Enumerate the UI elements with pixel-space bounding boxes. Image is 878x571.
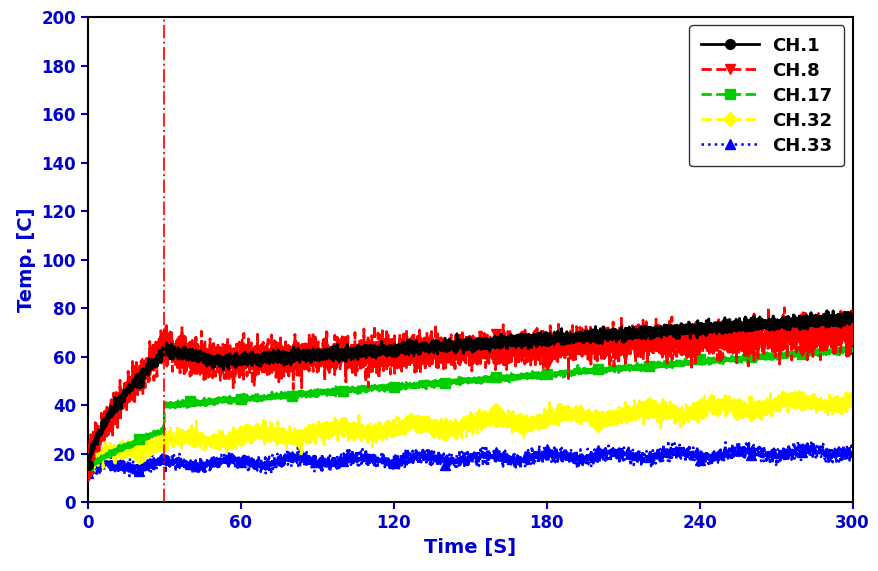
CH.8 — [840, 333, 851, 340]
CH.17 — [264, 395, 275, 402]
CH.1 — [371, 344, 381, 351]
CH.1 — [425, 342, 435, 349]
CH.1 — [846, 318, 857, 325]
Legend: CH.1, CH.8, CH.17, CH.32, CH.33: CH.1, CH.8, CH.17, CH.32, CH.33 — [688, 26, 844, 166]
CH.33 — [132, 473, 142, 480]
CH.17 — [844, 344, 854, 351]
Line: CH.33: CH.33 — [83, 436, 857, 481]
CH.17 — [425, 381, 435, 388]
Line: CH.8: CH.8 — [83, 303, 857, 480]
CH.17 — [83, 468, 93, 475]
CH.32 — [840, 409, 851, 416]
CH.33 — [264, 457, 275, 464]
CH.1 — [821, 307, 831, 314]
CH.33 — [846, 449, 857, 456]
CH.32 — [425, 418, 435, 425]
CH.8 — [268, 363, 278, 369]
CH.33 — [83, 470, 93, 477]
CH.32 — [793, 388, 803, 395]
CH.33 — [425, 456, 435, 463]
CH.1 — [840, 313, 851, 320]
CH.32 — [260, 433, 270, 440]
CH.1 — [83, 461, 93, 468]
CH.8 — [425, 331, 435, 337]
Line: CH.32: CH.32 — [83, 387, 857, 479]
Line: CH.1: CH.1 — [83, 306, 857, 469]
CH.8 — [846, 337, 857, 344]
CH.17 — [840, 347, 851, 354]
CH.17 — [83, 464, 93, 471]
CH.17 — [260, 393, 270, 400]
CH.17 — [371, 384, 381, 391]
CH.8 — [264, 351, 275, 357]
CH.1 — [83, 461, 93, 468]
CH.33 — [268, 462, 278, 469]
CH.32 — [846, 395, 857, 401]
CH.8 — [371, 336, 381, 343]
CH.32 — [83, 464, 93, 471]
CH.17 — [846, 345, 857, 352]
CH.1 — [264, 348, 275, 355]
CH.33 — [662, 437, 673, 444]
CH.32 — [268, 428, 278, 435]
CH.8 — [762, 304, 773, 311]
CH.17 — [268, 393, 278, 400]
CH.1 — [260, 356, 270, 363]
X-axis label: Time [S]: Time [S] — [424, 538, 515, 557]
CH.33 — [371, 459, 381, 466]
CH.33 — [260, 459, 270, 465]
CH.8 — [83, 472, 93, 479]
CH.33 — [840, 456, 851, 463]
CH.32 — [371, 426, 381, 433]
Line: CH.17: CH.17 — [83, 342, 857, 476]
CH.8 — [260, 359, 270, 365]
CH.1 — [268, 353, 278, 360]
Y-axis label: Temp. [C]: Temp. [C] — [17, 207, 36, 312]
CH.32 — [264, 427, 275, 434]
CH.32 — [83, 471, 94, 477]
